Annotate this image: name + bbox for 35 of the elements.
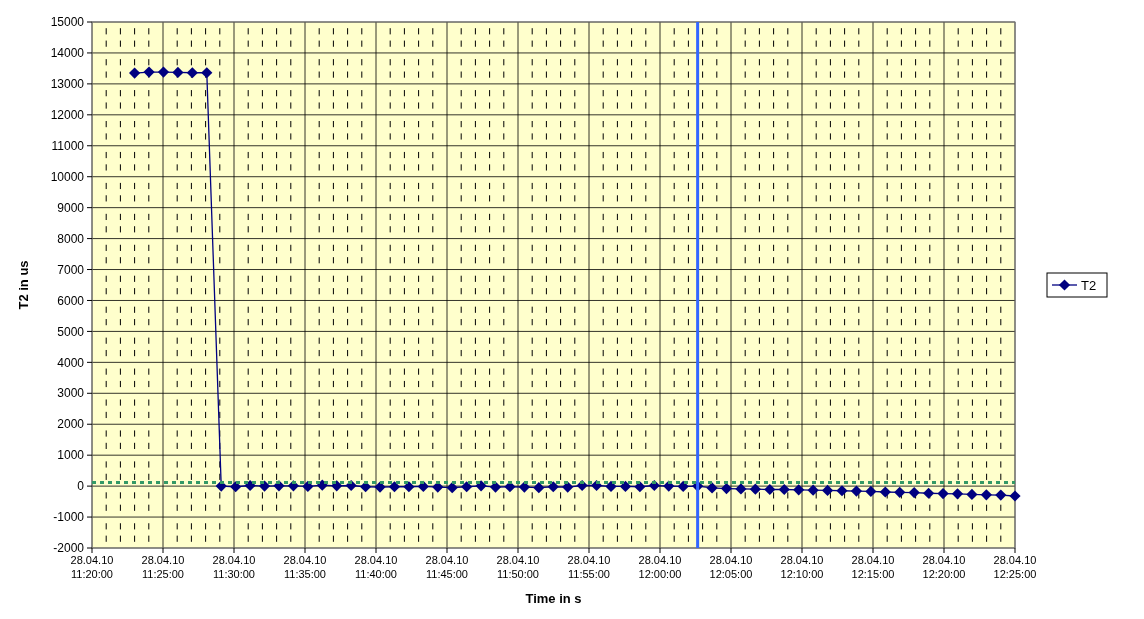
y-tick-label: 14000 [50,46,85,61]
x-tick-label: 28.04.10 11:20:00 [70,554,114,580]
x-tick-label: 28.04.10 12:05:00 [709,554,753,580]
y-tick-label: 5000 [57,324,85,339]
y-tick-label: 8000 [57,231,85,246]
y-axis-title: T2 in us [16,260,31,310]
x-tick-label: 28.04.10 11:50:00 [496,554,540,580]
y-tick-label: 12000 [50,108,85,123]
x-tick-label: 28.04.10 12:00:00 [638,554,682,580]
y-tick-label: 6000 [57,293,85,308]
x-tick-label: 28.04.10 11:35:00 [283,554,327,580]
x-tick-label: 28.04.10 11:25:00 [141,554,185,580]
x-tick-label: 28.04.10 12:15:00 [851,554,895,580]
y-tick-label: 10000 [50,169,85,184]
y-tick-label: 13000 [50,77,85,92]
x-tick-label: 28.04.10 12:25:00 [993,554,1037,580]
y-tick-label: 3000 [57,386,85,401]
y-tick-label: 2000 [57,417,85,432]
y-tick-label: 4000 [57,355,85,370]
x-axis-title: Time in s [525,591,582,606]
y-tick-label: 1000 [57,448,85,463]
x-tick-label: 28.04.10 12:10:00 [780,554,824,580]
y-tick-label: 7000 [57,262,85,277]
y-tick-label: 15000 [50,15,85,30]
x-tick-label: 28.04.10 11:40:00 [354,554,398,580]
x-tick-label: 28.04.10 11:30:00 [212,554,256,580]
y-tick-label: 11000 [51,138,85,153]
legend-label: T2 [1081,277,1097,293]
y-tick-label: -2000 [53,541,85,556]
y-tick-label: 9000 [57,200,85,215]
x-tick-label: 28.04.10 11:55:00 [567,554,611,580]
y-tick-label: -1000 [53,510,85,525]
y-tick-label: 0 [77,479,85,494]
x-tick-label: 28.04.10 12:20:00 [922,554,966,580]
x-tick-label: 28.04.10 11:45:00 [425,554,469,580]
